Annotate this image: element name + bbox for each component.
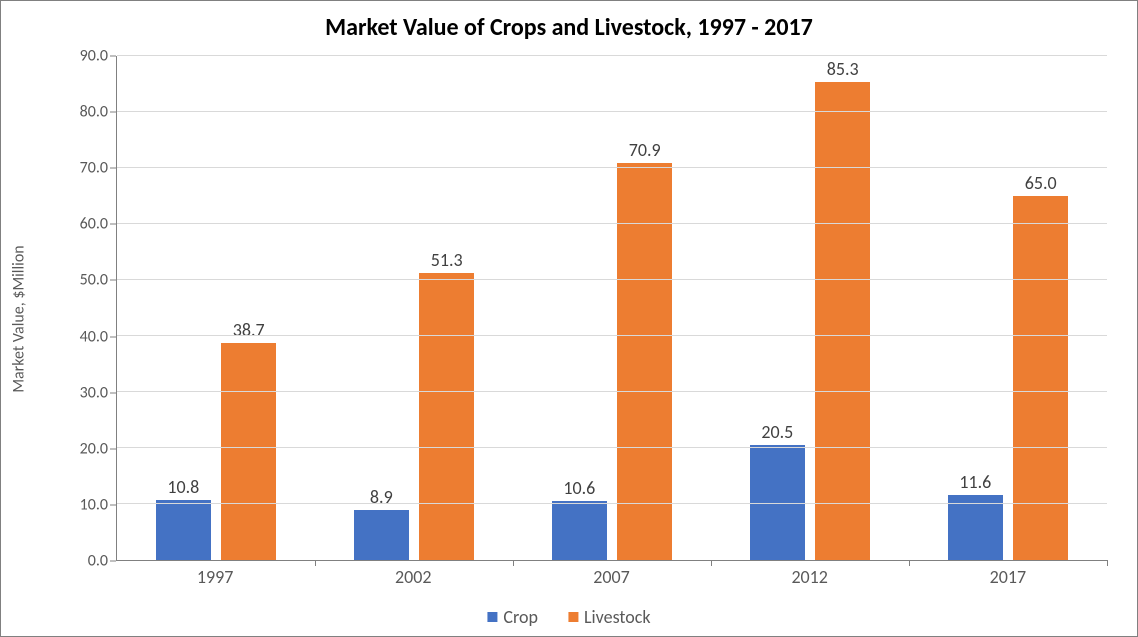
bar-value-label: 51.3 [431, 249, 463, 271]
bar-livestock: 65.0 [1013, 196, 1068, 560]
bar-crop: 11.6 [948, 495, 1003, 560]
y-axis-label: Market Value, $Million [10, 245, 29, 392]
x-axis-label: 2007 [593, 566, 630, 588]
gridline [117, 503, 1107, 504]
bar-value-label: 8.9 [370, 486, 393, 508]
gridline [117, 391, 1107, 392]
y-tick-label: 80.0 [80, 103, 108, 122]
gridline [117, 279, 1107, 280]
x-axis-label: 2017 [990, 566, 1027, 588]
bar-value-label: 85.3 [827, 58, 859, 80]
bar-value-label: 10.6 [563, 477, 595, 499]
gridline [117, 335, 1107, 336]
y-tick-label: 30.0 [80, 383, 108, 402]
legend-swatch [568, 612, 578, 622]
gridline [117, 447, 1107, 448]
gridline [117, 55, 1107, 56]
bar-value-label: 11.6 [959, 471, 991, 493]
bar-livestock: 85.3 [815, 82, 870, 560]
legend-label: Livestock [584, 606, 651, 628]
plot-area: 10.838.78.951.310.670.920.585.311.665.0 [116, 56, 1107, 561]
bars-layer: 10.838.78.951.310.670.920.585.311.665.0 [117, 56, 1107, 560]
legend-item-crop: Crop [487, 606, 538, 628]
x-axis-label: 2012 [791, 566, 828, 588]
y-tick-label: 60.0 [80, 215, 108, 234]
bar-crop: 10.6 [552, 501, 607, 560]
y-tick-label: 40.0 [80, 327, 108, 346]
y-tick-label: 20.0 [80, 439, 108, 458]
x-axis-label: 1997 [197, 566, 234, 588]
bar-crop: 10.8 [156, 500, 211, 560]
x-axis-labels: 1997 2002 2007 2012 2017 [116, 566, 1107, 591]
legend: Crop Livestock [487, 606, 650, 628]
gridline [117, 167, 1107, 168]
y-tick-label: 0.0 [88, 552, 108, 571]
chart-container: Market Value of Crops and Livestock, 199… [0, 0, 1138, 637]
legend-label: Crop [503, 606, 538, 628]
bar-value-label: 10.8 [167, 476, 199, 498]
y-tick-label: 90.0 [80, 47, 108, 66]
gridline [117, 111, 1107, 112]
x-tick-mark [1107, 560, 1108, 566]
plot-wrapper: 0.010.020.030.040.050.060.070.080.090.0 … [61, 56, 1107, 561]
bar-value-label: 70.9 [629, 139, 661, 161]
y-axis: 0.010.020.030.040.050.060.070.080.090.0 [61, 56, 116, 561]
y-tick-label: 70.0 [80, 159, 108, 178]
bar-value-label: 65.0 [1025, 172, 1057, 194]
bar-value-label: 38.7 [233, 319, 265, 341]
bar-livestock: 38.7 [221, 343, 276, 560]
bar-crop: 8.9 [354, 510, 409, 560]
chart-title: Market Value of Crops and Livestock, 199… [1, 1, 1137, 42]
y-tick-label: 50.0 [80, 271, 108, 290]
bar-livestock: 51.3 [419, 273, 474, 560]
legend-swatch [487, 612, 497, 622]
y-tick-label: 10.0 [80, 495, 108, 514]
x-axis-label: 2002 [395, 566, 432, 588]
gridline [117, 223, 1107, 224]
bar-value-label: 20.5 [761, 421, 793, 443]
legend-item-livestock: Livestock [568, 606, 651, 628]
